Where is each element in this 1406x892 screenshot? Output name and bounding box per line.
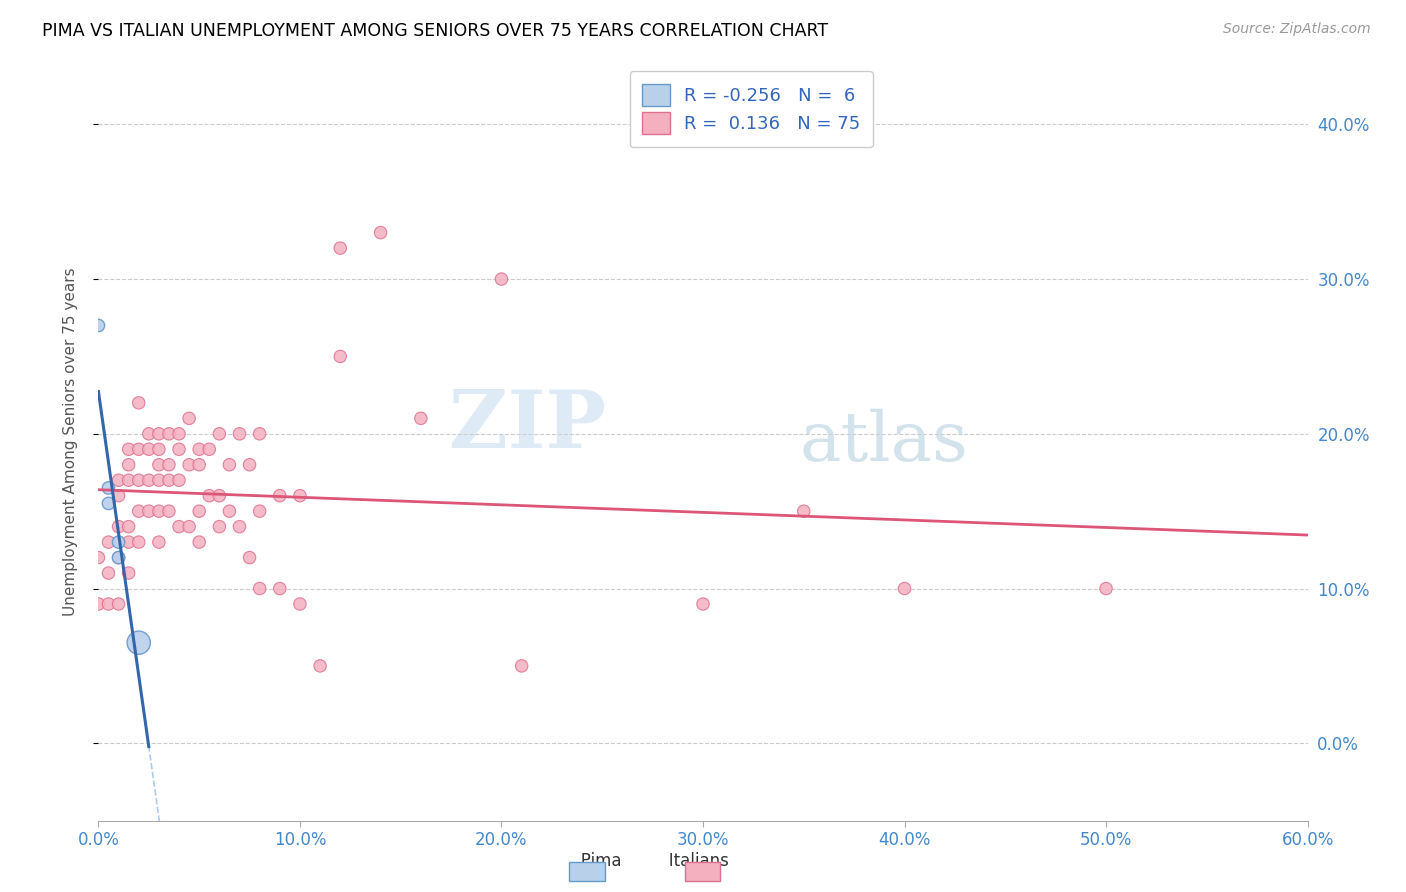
Point — [409, 411, 432, 425]
Point — [329, 241, 352, 255]
Point — [249, 582, 271, 596]
Point — [491, 272, 513, 286]
Point — [148, 426, 170, 441]
Point — [208, 489, 231, 503]
Point — [107, 473, 129, 487]
Point — [128, 473, 150, 487]
Point — [269, 582, 291, 596]
Point — [208, 426, 231, 441]
Text: Pima         Italians: Pima Italians — [565, 852, 728, 870]
Point — [179, 411, 201, 425]
Text: atlas: atlas — [800, 409, 969, 475]
Point — [239, 458, 262, 472]
Point — [208, 519, 231, 533]
Point — [118, 519, 141, 533]
Point — [148, 535, 170, 549]
Point — [179, 458, 201, 472]
Point — [188, 504, 211, 518]
Point — [157, 473, 180, 487]
Point — [228, 519, 250, 533]
Point — [97, 535, 120, 549]
Point — [218, 458, 240, 472]
Point — [167, 473, 190, 487]
Point — [370, 226, 392, 240]
Point — [249, 426, 271, 441]
Point — [309, 659, 332, 673]
Point — [128, 442, 150, 457]
Point — [128, 636, 150, 650]
Point — [107, 535, 129, 549]
Point — [128, 535, 150, 549]
Point — [793, 504, 815, 518]
Point — [228, 426, 250, 441]
Point — [157, 426, 180, 441]
Point — [198, 489, 221, 503]
Point — [118, 566, 141, 580]
Point — [167, 426, 190, 441]
Point — [97, 496, 120, 510]
Point — [128, 396, 150, 410]
Point — [148, 473, 170, 487]
Point — [138, 473, 160, 487]
Point — [97, 481, 120, 495]
Point — [1095, 582, 1118, 596]
Legend: R = -0.256   N =  6, R =  0.136   N = 75: R = -0.256 N = 6, R = 0.136 N = 75 — [630, 71, 873, 147]
Point — [87, 318, 110, 333]
Point — [157, 458, 180, 472]
Point — [128, 504, 150, 518]
Point — [249, 504, 271, 518]
Point — [118, 442, 141, 457]
Text: PIMA VS ITALIAN UNEMPLOYMENT AMONG SENIORS OVER 75 YEARS CORRELATION CHART: PIMA VS ITALIAN UNEMPLOYMENT AMONG SENIO… — [42, 22, 828, 40]
Point — [138, 426, 160, 441]
Point — [167, 442, 190, 457]
Point — [107, 550, 129, 565]
Point — [107, 597, 129, 611]
Point — [218, 504, 240, 518]
Point — [510, 659, 533, 673]
Point — [188, 442, 211, 457]
Point — [288, 597, 311, 611]
Point — [179, 519, 201, 533]
Point — [157, 504, 180, 518]
Point — [107, 489, 129, 503]
Point — [239, 550, 262, 565]
Point — [148, 442, 170, 457]
Point — [118, 473, 141, 487]
Point — [167, 519, 190, 533]
Point — [87, 550, 110, 565]
Point — [118, 535, 141, 549]
Point — [107, 550, 129, 565]
Point — [148, 504, 170, 518]
Point — [269, 489, 291, 503]
Point — [893, 582, 915, 596]
Text: Source: ZipAtlas.com: Source: ZipAtlas.com — [1223, 22, 1371, 37]
Point — [97, 597, 120, 611]
Point — [107, 519, 129, 533]
Point — [118, 458, 141, 472]
Point — [87, 597, 110, 611]
Point — [97, 566, 120, 580]
Point — [188, 535, 211, 549]
Text: ZIP: ZIP — [450, 387, 606, 466]
Point — [329, 350, 352, 364]
Point — [692, 597, 714, 611]
Y-axis label: Unemployment Among Seniors over 75 years: Unemployment Among Seniors over 75 years — [63, 268, 77, 615]
Point — [198, 442, 221, 457]
Point — [138, 442, 160, 457]
Point — [148, 458, 170, 472]
Point — [188, 458, 211, 472]
Point — [138, 504, 160, 518]
Point — [288, 489, 311, 503]
